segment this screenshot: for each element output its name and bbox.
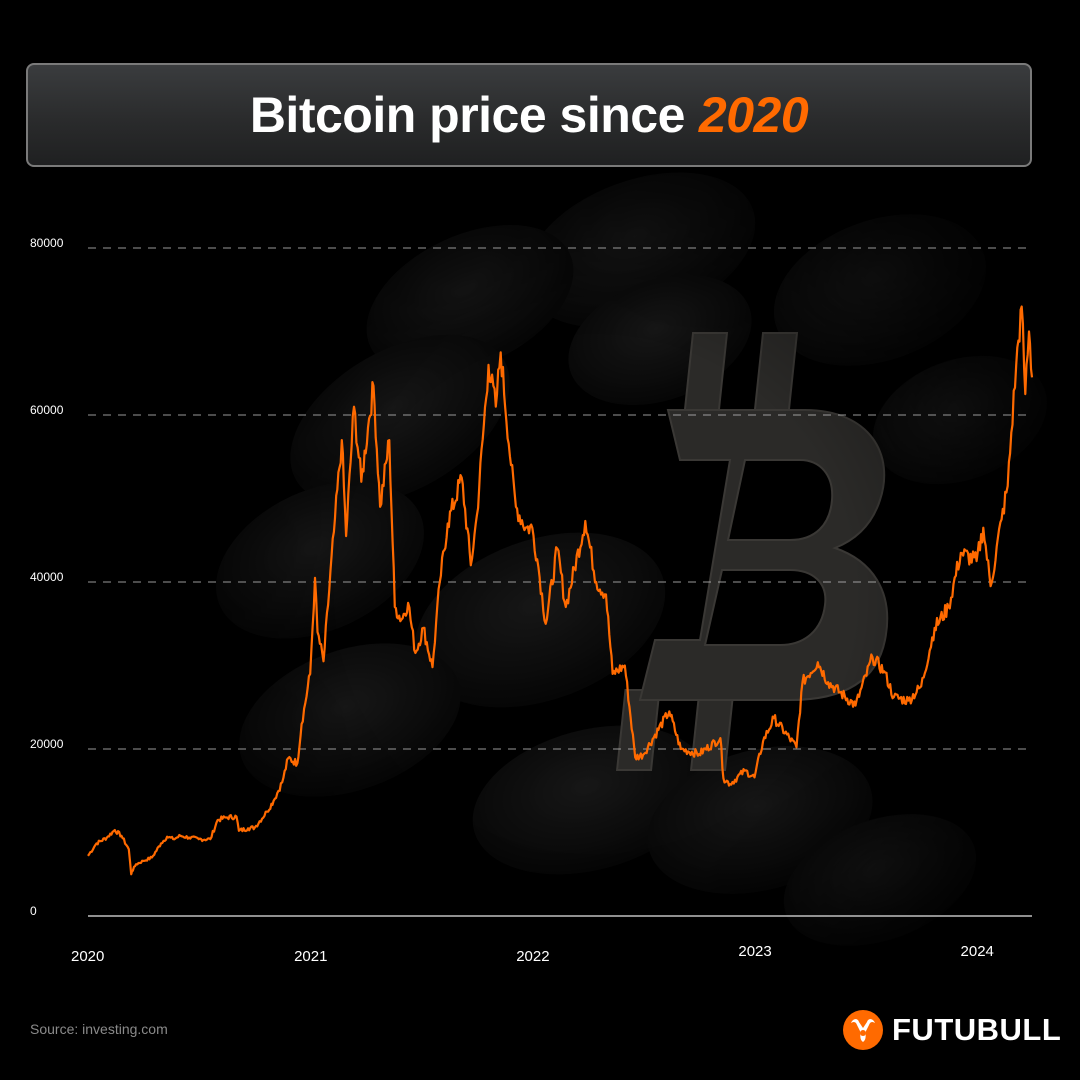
brand-logo: FUTUBULL <box>842 1008 1061 1052</box>
y-tick-label: 0 <box>30 904 37 918</box>
x-tick-label: 2021 <box>294 948 327 965</box>
brand-name: FUTUBULL <box>892 1012 1062 1047</box>
y-axis-tick-labels: 0 20000 40000 60000 80000 <box>30 236 64 918</box>
x-tick-label: 2022 <box>516 948 549 965</box>
x-axis-tick-labels: 2020 2021 2022 2023 2024 <box>71 943 994 965</box>
source-note: Source: investing.com <box>30 1021 168 1037</box>
x-tick-label: 2020 <box>71 948 104 965</box>
title-banner: Bitcoin price since 2020 <box>26 63 1032 167</box>
y-tick-label: 40000 <box>30 570 64 584</box>
x-tick-label: 2024 <box>961 943 994 960</box>
x-tick-label: 2023 <box>738 943 771 960</box>
chart-gridlines <box>88 247 1032 917</box>
chart-series <box>87 305 1034 876</box>
bull-logo-icon <box>843 1010 883 1050</box>
series-line-bitcoin-price <box>87 305 1034 876</box>
y-tick-label: 60000 <box>30 403 64 417</box>
chart-title: Bitcoin price since 2020 <box>249 86 809 144</box>
y-tick-label: 20000 <box>30 737 64 751</box>
title-highlight-year: 2020 <box>698 87 809 143</box>
title-main: Bitcoin price since <box>249 87 686 143</box>
y-tick-label: 80000 <box>30 236 64 250</box>
